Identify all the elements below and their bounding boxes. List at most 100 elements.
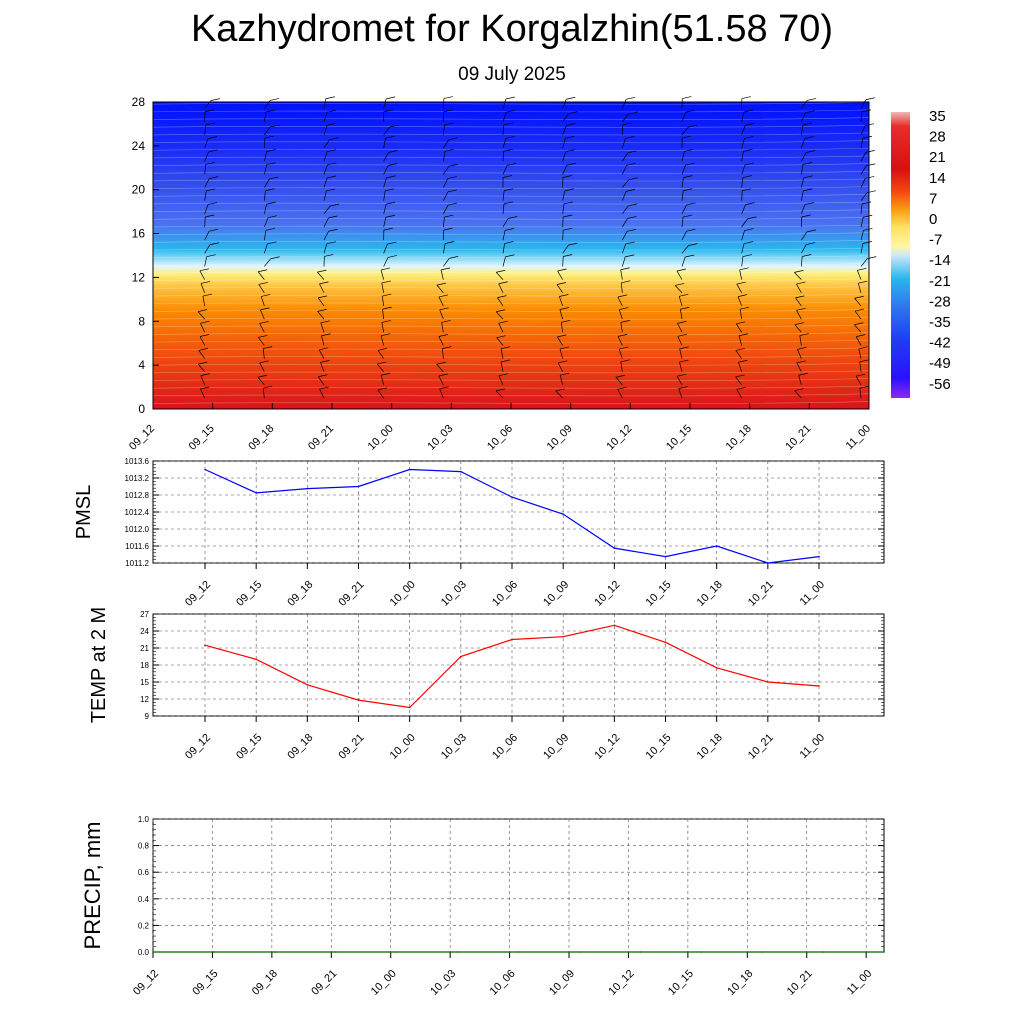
y-tick-label: 12 [132,270,146,284]
wind-barb [264,176,279,188]
wind-barb [678,386,688,399]
wind-barb [262,385,273,399]
wind-barb [736,281,746,293]
wind-barb [263,162,276,175]
wind-barb [860,135,872,149]
x-tick-label: 10_06 [490,732,520,762]
contour-line [152,163,870,166]
data-point [460,655,462,658]
wind-barb [377,387,387,399]
wind-barb [681,188,693,201]
wind-barb [620,280,631,293]
colorbar-label: 35 [929,108,946,125]
wind-barb [500,359,511,372]
wind-barb [502,175,513,188]
wind-barb [741,109,754,122]
data-point [408,706,411,709]
wind-barb [259,360,269,372]
wind-barb [741,241,754,254]
wind-barb [620,359,630,372]
contour-line [152,263,870,266]
plot-frame [152,818,885,953]
wind-barb [801,110,815,122]
x-tick-label: 10_00 [369,968,399,998]
wind-barb [197,309,208,320]
x-tick-label: 09_15 [190,968,220,998]
x-tick-label: 09_21 [337,579,367,609]
wind-barb [442,122,454,135]
wind-barb [800,175,813,188]
y-axis-label: PRECIP, mm [80,822,105,950]
wind-barb [857,267,867,280]
wind-barb [264,215,278,228]
x-tick-label: 10_00 [366,423,396,453]
x-tick-label: 11_00 [798,579,828,609]
wind-barb [860,241,872,254]
wind-barb [321,333,331,346]
x-tick-label: 10_18 [695,732,725,762]
wind-barb [498,320,508,333]
wind-barb [860,228,873,241]
wind-barb [442,346,452,359]
x-tick-label: 09_18 [250,968,280,998]
wind-barb [443,137,458,149]
wind-barb [859,359,869,372]
wind-barb [621,122,632,135]
wind-barb [735,321,746,333]
wind-barb [562,111,578,122]
wind-barb [204,149,218,162]
y-tick-label: 0.0 [138,948,150,957]
wind-barb [556,282,567,293]
wind-barb [557,360,568,372]
data-point [511,496,513,498]
wind-barb [382,306,392,320]
y-tick-label: 1.0 [138,815,150,824]
x-tick-label: 10_21 [746,732,776,762]
x-tick-label: 09_18 [285,579,315,609]
wind-barb [495,388,506,399]
wind-barb [622,241,635,254]
wind-barb [796,307,806,320]
wind-barb [323,241,336,254]
data-point [613,624,616,627]
data-point [562,513,564,515]
wind-barb [800,214,811,227]
wind-barb [502,96,515,109]
wind-barb [317,295,328,307]
wind-barb [380,267,391,280]
wind-barb [383,96,396,109]
wind-barb [854,322,864,333]
wind-barb [498,281,508,293]
wind-barb [801,202,815,214]
wind-barb [323,162,337,175]
colorbar-label: -7 [929,232,942,249]
wind-barb [502,216,518,228]
wind-barb [502,254,515,267]
x-tick-label: 10_06 [488,968,518,998]
wind-barb [257,335,268,346]
colorbar [891,112,910,398]
wind-barb [383,163,398,175]
y-tick-label: 20 [132,183,146,197]
data-point [664,555,667,558]
data-point [613,547,616,549]
data-point [578,951,581,953]
x-tick-label: 09_21 [309,968,339,998]
contour-line [152,370,870,374]
wind-barb [204,242,219,254]
data-point [306,684,309,686]
wind-barb [562,175,572,188]
x-tick-label: 09_18 [246,423,276,453]
wind-barb [622,177,638,188]
wind-barb [264,241,277,254]
wind-barb [257,374,267,386]
colorbar-label: -28 [929,293,951,310]
colorbar-label: -56 [929,376,951,393]
wind-barb [738,359,748,372]
wind-barb [204,254,216,267]
wind-barb [323,188,336,201]
contour-line [152,178,870,182]
wind-barb [383,188,395,201]
colorbar-label: -49 [929,355,951,372]
